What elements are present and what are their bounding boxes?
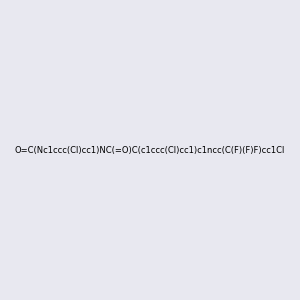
Text: O=C(Nc1ccc(Cl)cc1)NC(=O)C(c1ccc(Cl)cc1)c1ncc(C(F)(F)F)cc1Cl: O=C(Nc1ccc(Cl)cc1)NC(=O)C(c1ccc(Cl)cc1)c… bbox=[15, 146, 285, 154]
